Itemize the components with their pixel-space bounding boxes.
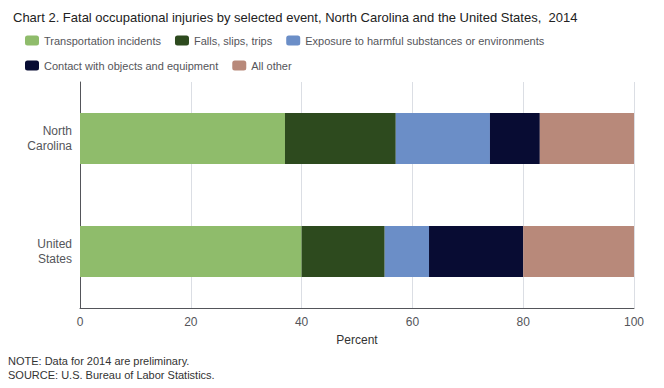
svg-text:40: 40 [295,315,309,329]
svg-text:NOTE: Data for 2014 are prelim: NOTE: Data for 2014 are preliminary. [8,355,189,367]
svg-text:0: 0 [77,315,84,329]
svg-text:Carolina: Carolina [27,139,72,153]
svg-text:Percent: Percent [336,333,378,347]
svg-text:80: 80 [517,315,531,329]
svg-text:All other: All other [251,60,292,72]
svg-text:States: States [38,252,72,266]
svg-text:North: North [43,124,72,138]
svg-text:Falls, slips, trips: Falls, slips, trips [194,35,273,47]
svg-text:Chart 2. Fatal occupational in: Chart 2. Fatal occupational injuries by … [13,10,577,25]
svg-text:60: 60 [406,315,420,329]
svg-text:Transportation incidents: Transportation incidents [44,35,161,47]
svg-text:Contact with objects and equip: Contact with objects and equipment [44,60,218,72]
svg-text:SOURCE: U.S. Bureau of Labor S: SOURCE: U.S. Bureau of Labor Statistics. [8,369,215,381]
svg-text:20: 20 [184,315,198,329]
svg-text:Exposure to harmful substances: Exposure to harmful substances or enviro… [305,35,545,47]
svg-text:100: 100 [624,315,644,329]
svg-text:United: United [37,237,72,251]
